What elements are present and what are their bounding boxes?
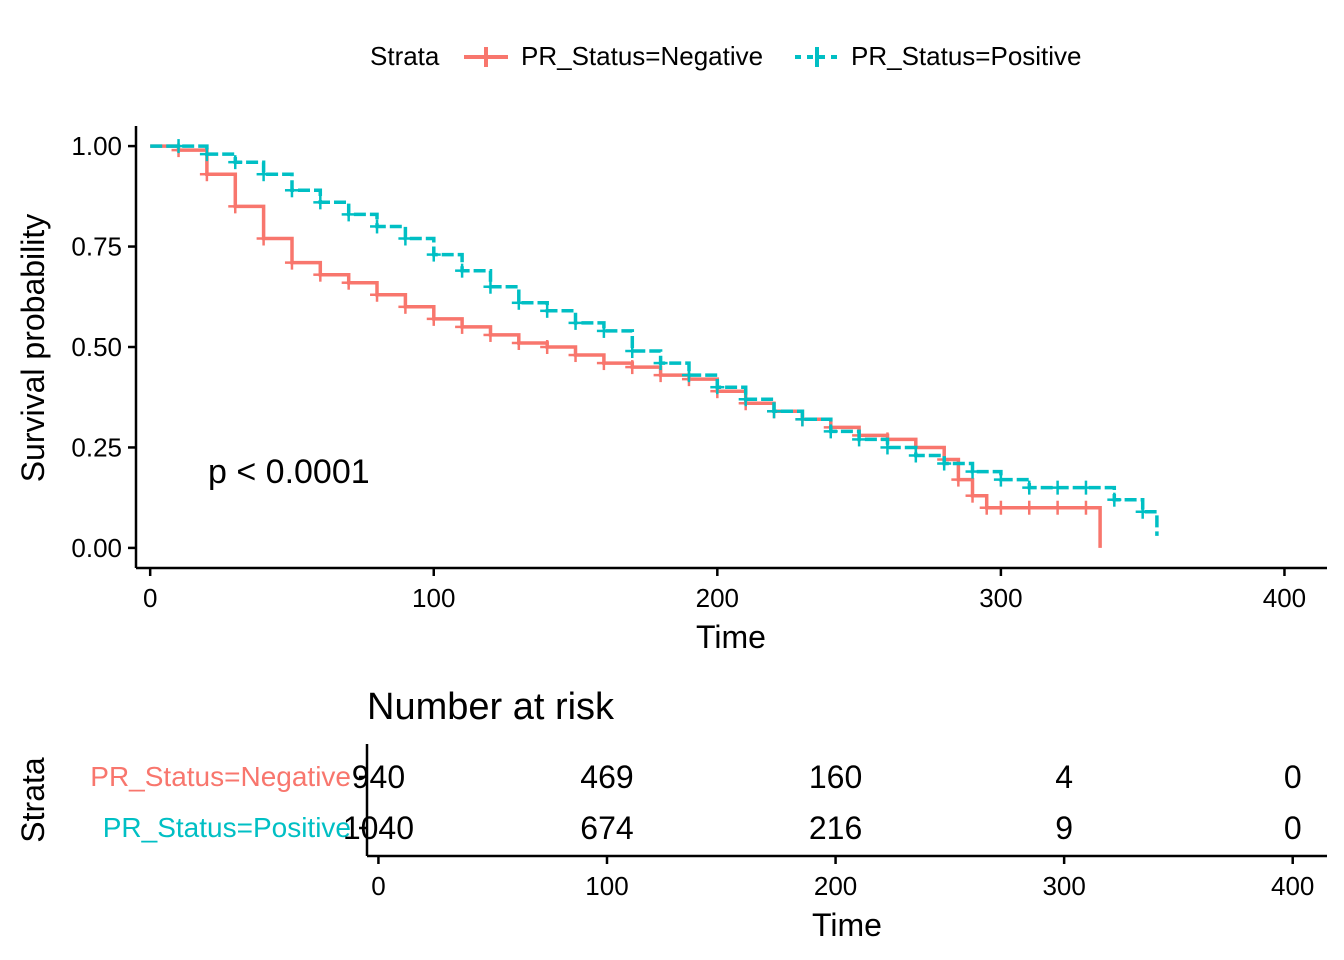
risk-row-label-negative: PR_Status=Negative <box>90 761 351 792</box>
x-axis-label: Time <box>696 619 766 655</box>
legend: Strata PR_Status=Negative PR_Status=Posi… <box>370 41 1082 71</box>
x-tick-label: 100 <box>412 583 455 613</box>
legend-label-negative: PR_Status=Negative <box>521 41 763 71</box>
risk-count-negative: 0 <box>1284 759 1302 795</box>
legend-title: Strata <box>370 41 440 71</box>
risk-count-negative: 940 <box>352 759 405 795</box>
risk-rows: PR_Status=Negative 940 469 160 4 0 PR_Status=P… <box>90 759 1301 846</box>
risk-x-tick-label: 0 <box>371 871 385 901</box>
risk-count-negative: 469 <box>580 759 633 795</box>
risk-x-tick-label: 200 <box>814 871 857 901</box>
x-tick-label: 300 <box>979 583 1022 613</box>
risk-count-negative: 4 <box>1055 759 1073 795</box>
survival-curves <box>150 139 1159 548</box>
risk-row-label-positive: PR_Status=Positive <box>103 812 351 843</box>
legend-entry-positive: PR_Status=Positive <box>795 41 1082 71</box>
risk-x-axis-label: Time <box>812 907 882 943</box>
x-tick-label: 200 <box>696 583 739 613</box>
risk-count-positive: 0 <box>1284 810 1302 846</box>
y-tick-label: 1.00 <box>71 131 122 161</box>
risk-x-tick-label: 100 <box>585 871 628 901</box>
y-axis-label: Survival probability <box>15 214 51 483</box>
y-tick-label: 0.75 <box>71 232 122 262</box>
survival-plot: 0.000.250.500.751.00 0 100 200 300 400 Time … <box>15 126 1327 655</box>
risk-table: Number at risk PR_Status=Negative 940 469 1… <box>15 686 1327 943</box>
y-tick-label: 0.50 <box>71 332 122 362</box>
risk-x-tick-label: 400 <box>1271 871 1314 901</box>
legend-entry-negative: PR_Status=Negative <box>464 41 763 71</box>
legend-label-positive: PR_Status=Positive <box>851 41 1082 71</box>
p-value-annotation: p < 0.0001 <box>208 453 370 491</box>
risk-table-title: Number at risk <box>367 686 615 728</box>
y-axis-ticks: 0.00 0.25 0.50 0.75 1.00 <box>71 131 136 563</box>
risk-x-axis-ticks: 0 100 200 300 400 <box>371 856 1314 901</box>
y-tick-label: 0.25 <box>71 432 122 462</box>
risk-count-negative: 160 <box>809 759 862 795</box>
censor-marks-positive <box>171 139 1150 519</box>
risk-count-positive: 674 <box>580 810 633 846</box>
risk-count-positive: 216 <box>809 810 862 846</box>
x-tick-label: 400 <box>1263 583 1306 613</box>
risk-y-axis-label: Strata <box>15 757 51 843</box>
risk-x-tick-label: 300 <box>1042 871 1085 901</box>
x-axis-ticks: 0 100 200 300 400 <box>143 568 1306 613</box>
risk-count-positive: 1040 <box>343 810 414 846</box>
x-tick-label: 0 <box>143 583 157 613</box>
risk-count-positive: 9 <box>1055 810 1073 846</box>
y-tick-label: 0.00 <box>71 533 122 563</box>
